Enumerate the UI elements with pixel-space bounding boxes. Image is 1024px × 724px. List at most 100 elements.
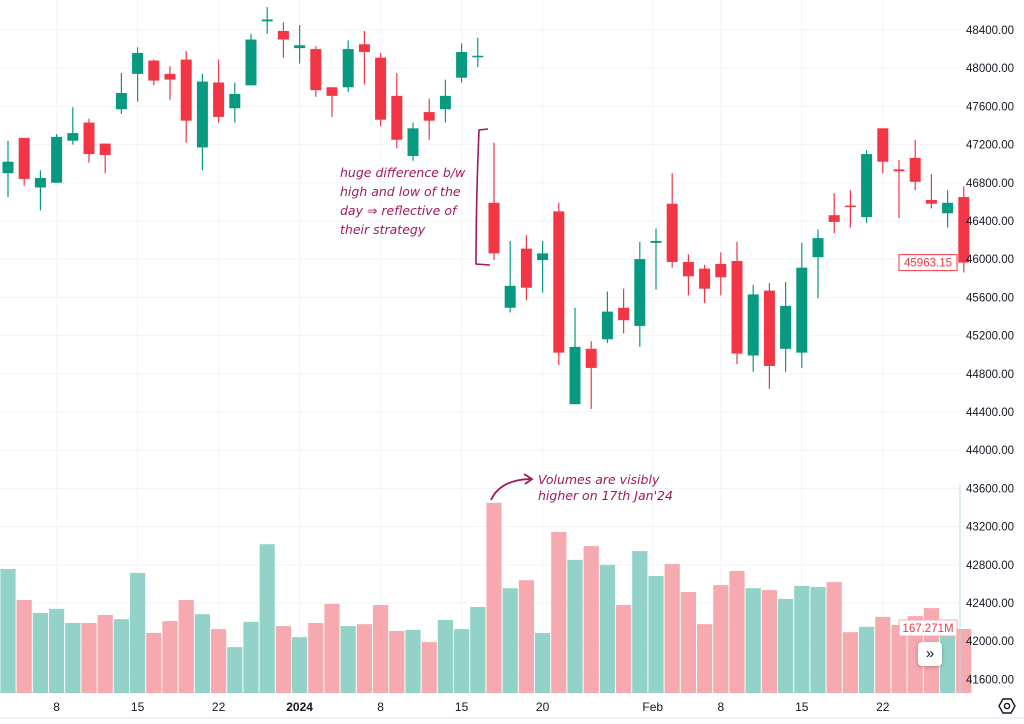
volume-bar [356, 624, 372, 693]
time-axis[interactable]: 8 15 22 2024 8 15 20 Feb 8 15 22 [0, 700, 1024, 719]
candle-body [439, 95, 451, 110]
candle-body [650, 240, 662, 243]
volume-bar [648, 575, 664, 693]
candle-body [942, 202, 954, 214]
candle-body [925, 199, 937, 204]
candle-body [585, 348, 597, 368]
candle-body [180, 59, 192, 121]
candle-body [99, 143, 111, 156]
candle-body [294, 45, 306, 49]
volume-bar [194, 614, 210, 693]
volume-bar [810, 587, 826, 693]
volume-bar [211, 629, 227, 693]
time-tick-label: 20 [536, 700, 550, 714]
price-tick-label: 47200.00 [966, 140, 1014, 152]
candle-body [537, 253, 549, 261]
volume-bar [761, 590, 777, 693]
volume-bar [470, 606, 486, 693]
candle-body [34, 177, 46, 188]
last-volume-box [898, 619, 958, 637]
volume-bar [227, 647, 243, 693]
volume-bar [292, 637, 308, 693]
time-tick-label: 22 [876, 700, 890, 714]
annotation-marks [475, 128, 534, 501]
volume-bar [421, 642, 437, 693]
time-tick-label: Feb [642, 700, 663, 714]
volume-bar [162, 621, 178, 693]
scroll-to-realtime-button[interactable]: » [918, 642, 942, 666]
candle-body [699, 268, 711, 289]
volume-bar [81, 622, 97, 693]
volume-bar [389, 631, 405, 693]
volume-bar [567, 559, 583, 693]
volume-bar [243, 621, 259, 693]
candle-body [682, 261, 694, 277]
volume-bar [940, 632, 956, 693]
candle-body [812, 238, 824, 258]
volume-bar [632, 551, 648, 693]
candle-body [229, 93, 241, 109]
time-tick-label: 8 [53, 700, 60, 714]
volume-bar [875, 616, 891, 693]
volume-bar [729, 570, 745, 693]
candle-body [67, 133, 79, 141]
volume-bar [502, 588, 518, 693]
volume-bar [340, 626, 356, 693]
price-tick-label: 42800.00 [966, 560, 1014, 572]
volume-bar [794, 585, 810, 693]
candle-body [213, 82, 225, 117]
candle-body [196, 81, 208, 148]
volume-bar [130, 572, 146, 693]
candle-body [2, 161, 14, 174]
volume-bar [65, 622, 81, 693]
candle-body [634, 259, 646, 326]
price-tick-label: 46400.00 [966, 216, 1014, 228]
candle-body [780, 305, 792, 349]
candle-body [407, 128, 419, 157]
volume-bar [842, 632, 858, 693]
last-price-label: 45963.15 [904, 258, 952, 270]
volume-bar [664, 564, 680, 693]
annotation-volume-note: Volumes are visibly higher on 17th Jan'2… [538, 472, 673, 503]
price-tick-label: 48000.00 [966, 63, 1014, 75]
volume-bar [437, 619, 453, 693]
time-tick-label: 22 [212, 700, 226, 714]
candle-body [715, 263, 727, 278]
volume-bar [891, 624, 907, 693]
volume-bar [551, 531, 567, 693]
candle-body [472, 55, 484, 58]
price-axis[interactable]: 48400.00 48000.00 47600.00 47200.00 46800.00… [898, 25, 1014, 693]
candle-body [958, 197, 970, 263]
candle-body [342, 49, 354, 88]
candle-body [796, 267, 808, 353]
price-tick-label: 43600.00 [966, 483, 1014, 495]
last-volume-label: 167.271M [902, 623, 953, 635]
candle-body [844, 205, 856, 208]
settings-icon[interactable] [998, 697, 1016, 715]
candle-body [83, 122, 95, 155]
arrow-head-icon [523, 473, 534, 485]
price-tick-label: 45200.00 [966, 331, 1014, 343]
candles [2, 7, 970, 409]
candle-body [148, 60, 160, 81]
volume-bar [97, 614, 113, 693]
annotation-high-low-note: huge difference b/w high and low of the … [340, 165, 466, 237]
price-tick-label: 47600.00 [966, 101, 1014, 113]
time-tick-label: 8 [377, 700, 384, 714]
volume-bar [778, 598, 794, 693]
candle-body [877, 128, 889, 162]
candle-body [601, 311, 613, 340]
candle-body [310, 49, 322, 91]
volume-bar [486, 502, 502, 693]
volume-bar [518, 580, 534, 693]
time-tick-label: 15 [455, 700, 469, 714]
volume-bar [599, 564, 615, 693]
volume-bar [146, 632, 162, 693]
candle-body [618, 307, 630, 321]
volume-bar [616, 605, 632, 693]
volume-bar [697, 624, 713, 693]
price-tick-label: 48400.00 [966, 25, 1014, 37]
candle-body [731, 261, 743, 354]
candle-body [763, 290, 775, 367]
